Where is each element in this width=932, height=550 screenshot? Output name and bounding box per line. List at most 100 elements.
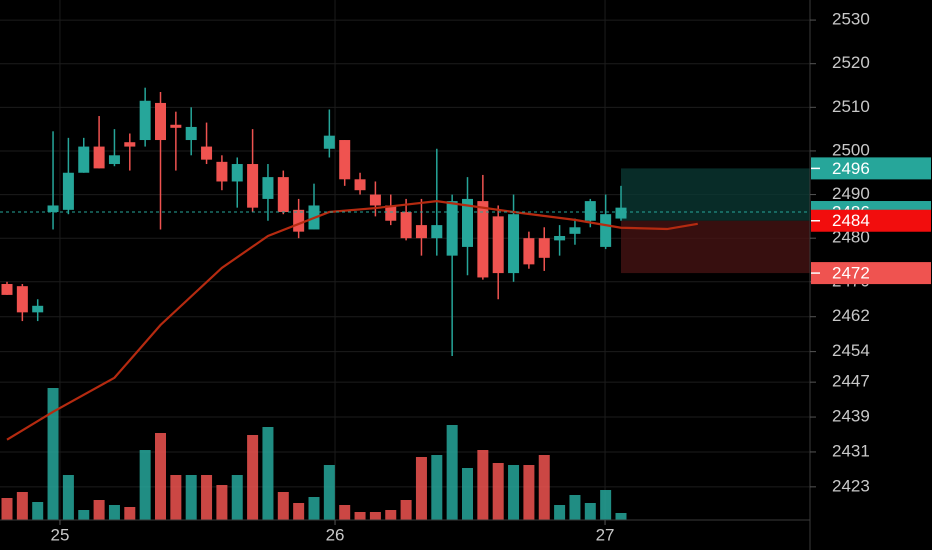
candle-body <box>170 124 182 128</box>
candle-body <box>462 198 473 247</box>
volume-bar <box>369 512 381 520</box>
volume-bar <box>339 505 351 520</box>
volume-bar <box>247 435 259 520</box>
volume-bar <box>308 497 320 520</box>
candle-body <box>446 201 458 256</box>
candle-body <box>201 146 213 160</box>
volume-bar <box>139 450 151 520</box>
candle-body <box>155 102 166 141</box>
price-label-box <box>811 209 931 232</box>
volume-bar <box>508 465 520 520</box>
price-label-box <box>811 157 931 180</box>
volume-bar <box>462 468 473 520</box>
volume-bar <box>431 455 443 520</box>
volume-bar <box>16 492 28 520</box>
candle-body <box>569 227 581 234</box>
moving-average <box>6 199 698 441</box>
price-label-box <box>811 262 931 285</box>
candle-body <box>78 146 90 173</box>
volume-bar <box>600 490 612 520</box>
candle-body <box>185 126 197 141</box>
y-tick-label: 2462 <box>832 306 870 325</box>
volume-bar <box>584 503 596 520</box>
candle-body <box>400 212 412 239</box>
y-tick-label: 2480 <box>832 228 870 247</box>
volume-bar <box>185 475 197 520</box>
candle-body <box>431 225 443 239</box>
candle-body <box>477 201 489 278</box>
volume-bar <box>155 433 166 520</box>
volume-bar <box>554 505 566 520</box>
candle-body <box>108 155 120 165</box>
volume-bar <box>47 388 59 520</box>
candle-body <box>354 179 366 191</box>
volume-bar <box>415 457 427 520</box>
volume-bar <box>615 513 627 520</box>
y-tick-label: 2490 <box>832 184 870 203</box>
y-tick-label: 2520 <box>832 53 870 72</box>
candle-body <box>1 283 13 295</box>
candle-body <box>262 177 274 199</box>
x-tick-label: 26 <box>326 525 345 544</box>
candle-body <box>62 172 74 210</box>
candle-body <box>139 100 151 141</box>
candle-body <box>124 142 136 147</box>
candle-body <box>47 205 59 213</box>
volume-bar <box>323 465 335 520</box>
volume-bar <box>569 495 581 520</box>
candle-body <box>538 238 550 258</box>
candle-body <box>369 194 381 206</box>
volume-bar <box>400 500 412 520</box>
volume-bar <box>108 505 120 520</box>
price-label: 2484 <box>832 211 870 230</box>
y-tick-label: 2530 <box>832 10 870 29</box>
volume-bar <box>446 425 458 520</box>
candle-body <box>93 146 105 169</box>
volume-bar <box>523 465 535 520</box>
candle-body <box>415 225 427 239</box>
candle-body <box>16 286 28 313</box>
x-tick-label: 27 <box>596 525 615 544</box>
volume-bar <box>277 492 289 520</box>
candle-body <box>247 164 259 208</box>
candle-body <box>615 207 627 219</box>
time-axis <box>0 521 810 550</box>
candle-body <box>231 164 243 182</box>
volume-bar <box>93 500 105 520</box>
candle-body <box>339 140 351 180</box>
candle-body <box>385 205 397 221</box>
volume-bar <box>538 455 550 520</box>
candle-body <box>323 135 335 149</box>
candle-body <box>216 161 228 182</box>
volume-bar <box>231 475 243 520</box>
candle-body <box>554 236 566 241</box>
volume-bar <box>32 502 44 520</box>
x-tick-label: 25 <box>50 525 69 544</box>
y-tick-label: 2500 <box>832 140 870 159</box>
y-tick-label: 2454 <box>832 341 870 360</box>
candle-body <box>508 214 520 274</box>
price-label: 2472 <box>832 264 870 283</box>
volume-bar <box>78 510 90 520</box>
target-zone <box>621 168 810 221</box>
candle-body <box>277 177 289 213</box>
volume-bar <box>262 427 274 520</box>
volume-bar <box>385 510 397 520</box>
y-tick-label: 2510 <box>832 97 870 116</box>
volume-bar <box>124 507 136 520</box>
candle-body <box>492 216 504 274</box>
candle-body <box>600 214 612 247</box>
volume-bar <box>201 475 213 520</box>
volume-bar <box>1 498 13 520</box>
candle-body <box>584 201 596 221</box>
y-tick-label: 2431 <box>832 441 870 460</box>
volume-bar <box>62 475 74 520</box>
volume-bar <box>492 463 504 520</box>
volume-bar <box>216 485 228 520</box>
candle-body <box>523 238 535 265</box>
volume-bar <box>170 475 182 520</box>
y-tick-label: 2439 <box>832 407 870 426</box>
y-tick-label: 2447 <box>832 372 870 391</box>
price-label: 2496 <box>832 159 870 178</box>
